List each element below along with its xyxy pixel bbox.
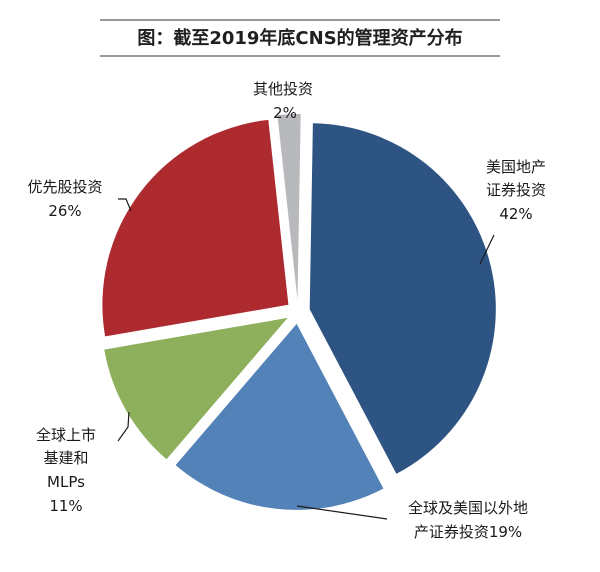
leader-us-real-estate	[479, 234, 495, 265]
label-line: 产证券投资19%	[414, 523, 522, 541]
label-line: MLPs	[47, 473, 85, 491]
slice-preferred-stock	[102, 119, 289, 337]
label-us-real-estate: 美国地产 证券投资 42%	[486, 158, 546, 223]
label-line: 全球上市	[36, 426, 96, 444]
label-line: 证券投资	[486, 181, 546, 199]
label-global-ex-us: 全球及美国以外地 产证券投资19%	[408, 499, 528, 541]
label-infrastructure: 全球上市 基建和 MLPs 11%	[36, 426, 96, 515]
label-line: 基建和	[43, 449, 88, 467]
slice-other-investments	[277, 113, 301, 300]
leader-global-ex-us	[296, 505, 388, 520]
slice-global-infrastructure-mlps	[104, 317, 288, 460]
label-pct: 42%	[499, 205, 532, 223]
label-line: 全球及美国以外地	[408, 499, 528, 517]
chart-title: 图：截至2019年底CNS的管理资产分布	[137, 27, 462, 49]
label-line: 其他投资	[253, 80, 313, 98]
label-pct: 26%	[48, 202, 81, 220]
leader-infrastructure	[117, 411, 130, 442]
label-line: 美国地产	[486, 158, 546, 176]
label-other-investments: 其他投资 2%	[253, 80, 313, 122]
label-preferred-stock: 优先股投资 26%	[27, 178, 102, 220]
slice-us-real-estate	[309, 123, 496, 474]
label-pct: 11%	[49, 497, 82, 515]
label-line: 优先股投资	[27, 178, 102, 196]
leader-preferred-stock	[118, 198, 132, 212]
pie-slices	[102, 113, 496, 510]
slice-global-ex-us-real-estate	[175, 323, 384, 510]
label-pct: 2%	[273, 104, 297, 122]
